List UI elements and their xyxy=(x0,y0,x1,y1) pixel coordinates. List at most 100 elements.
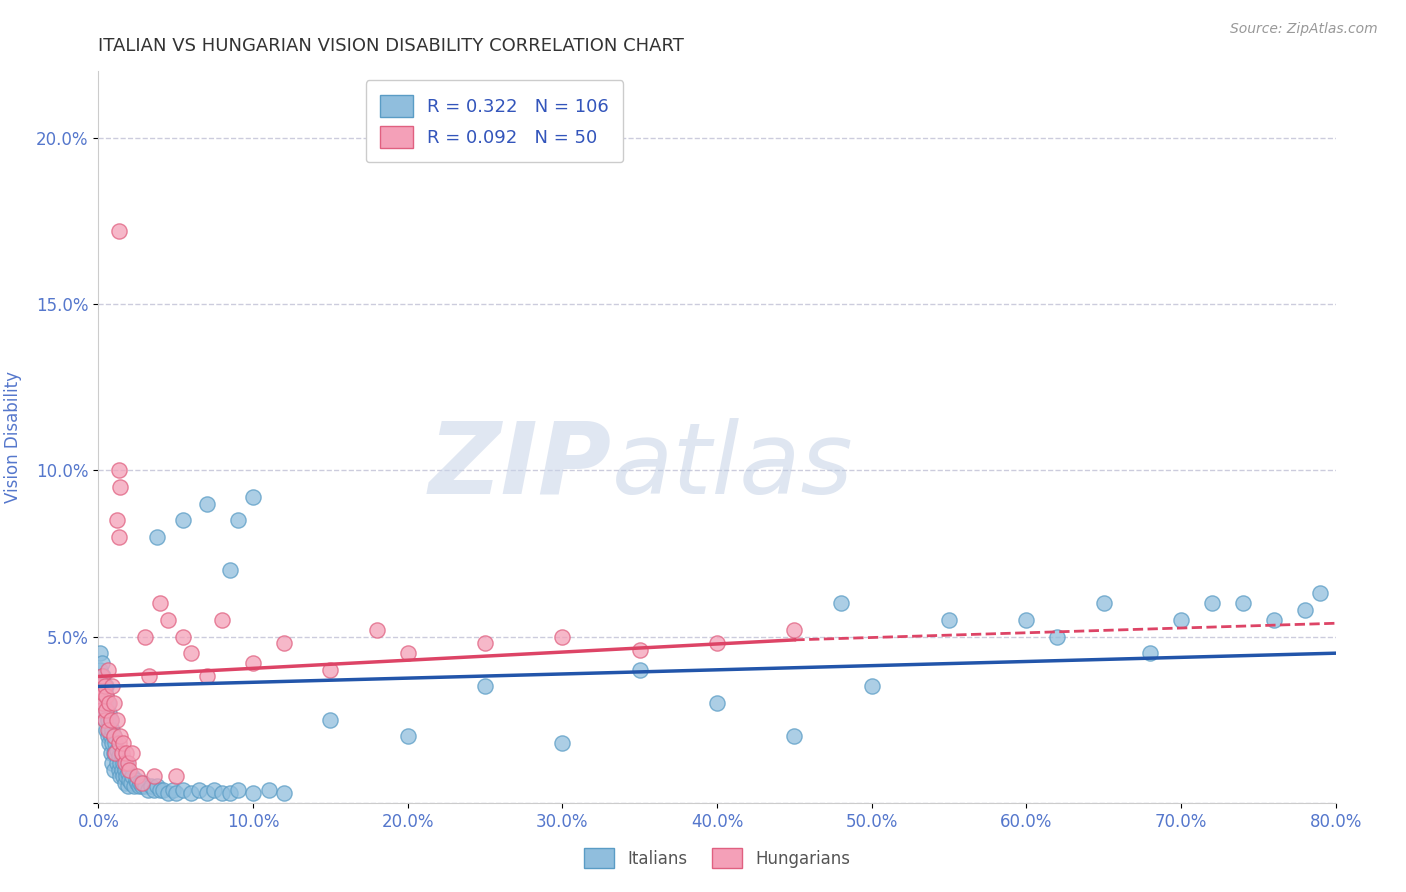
Point xyxy=(90,676,112,690)
Point xyxy=(117,779,139,793)
Point xyxy=(89,646,111,660)
Point xyxy=(830,596,852,610)
Point xyxy=(91,669,114,683)
Point xyxy=(122,779,145,793)
Point xyxy=(107,463,129,477)
Point xyxy=(1139,646,1161,660)
Point xyxy=(146,530,169,544)
Point xyxy=(860,680,883,694)
Point xyxy=(100,729,122,743)
Point xyxy=(105,513,128,527)
Legend: Italians, Hungarians: Italians, Hungarians xyxy=(576,841,858,875)
Point xyxy=(219,786,242,800)
Point xyxy=(98,696,121,710)
Point xyxy=(90,669,112,683)
Point xyxy=(98,723,121,737)
Point xyxy=(101,756,124,770)
Point xyxy=(115,756,138,770)
Point xyxy=(474,636,496,650)
Point xyxy=(107,530,129,544)
Point xyxy=(97,729,120,743)
Point xyxy=(396,729,419,743)
Point xyxy=(100,713,122,727)
Point xyxy=(138,669,160,683)
Point xyxy=(108,480,131,494)
Point xyxy=(103,763,125,777)
Point xyxy=(134,630,156,644)
Point xyxy=(783,729,806,743)
Point xyxy=(100,713,122,727)
Point xyxy=(139,779,162,793)
Point xyxy=(111,749,132,764)
Point xyxy=(97,723,120,737)
Point xyxy=(117,756,139,770)
Point xyxy=(132,776,155,790)
Point xyxy=(172,782,194,797)
Point xyxy=(121,769,143,783)
Point xyxy=(551,630,574,644)
Point xyxy=(97,713,120,727)
Point xyxy=(1092,596,1115,610)
Point xyxy=(105,713,128,727)
Point xyxy=(112,736,135,750)
Point xyxy=(127,769,149,783)
Point xyxy=(91,690,114,704)
Point xyxy=(188,782,211,797)
Point xyxy=(89,680,111,694)
Point xyxy=(107,763,129,777)
Point xyxy=(257,782,280,797)
Point xyxy=(165,786,187,800)
Point xyxy=(146,779,169,793)
Point xyxy=(1294,603,1316,617)
Point xyxy=(101,736,124,750)
Point xyxy=(162,782,184,797)
Point xyxy=(118,763,141,777)
Point xyxy=(105,756,128,770)
Point xyxy=(172,630,194,644)
Point xyxy=(104,746,127,760)
Point xyxy=(242,490,264,504)
Point xyxy=(91,703,114,717)
Point xyxy=(149,596,172,610)
Point xyxy=(100,746,122,760)
Point xyxy=(195,669,218,683)
Point xyxy=(118,772,141,787)
Point xyxy=(107,224,129,238)
Point xyxy=(1015,613,1038,627)
Point xyxy=(143,769,166,783)
Point xyxy=(273,786,295,800)
Point xyxy=(319,713,342,727)
Point xyxy=(211,786,233,800)
Point xyxy=(97,663,120,677)
Point xyxy=(90,669,112,683)
Point xyxy=(115,746,138,760)
Point xyxy=(157,613,180,627)
Point xyxy=(104,746,127,760)
Point xyxy=(114,763,136,777)
Point xyxy=(93,686,115,700)
Point xyxy=(180,646,202,660)
Point xyxy=(226,513,249,527)
Point xyxy=(108,729,131,743)
Point xyxy=(91,686,114,700)
Point xyxy=(273,636,295,650)
Point xyxy=(107,749,129,764)
Point xyxy=(152,782,174,797)
Point xyxy=(108,756,131,770)
Point xyxy=(96,690,118,704)
Point xyxy=(101,723,124,737)
Point xyxy=(134,779,156,793)
Y-axis label: Vision Disability: Vision Disability xyxy=(4,371,22,503)
Point xyxy=(93,713,115,727)
Point xyxy=(143,782,166,797)
Point xyxy=(180,786,202,800)
Point xyxy=(121,746,143,760)
Point xyxy=(112,756,135,770)
Point xyxy=(96,703,118,717)
Point xyxy=(706,636,728,650)
Point xyxy=(93,713,115,727)
Point xyxy=(103,746,125,760)
Point xyxy=(120,776,142,790)
Point xyxy=(96,680,118,694)
Point xyxy=(128,779,150,793)
